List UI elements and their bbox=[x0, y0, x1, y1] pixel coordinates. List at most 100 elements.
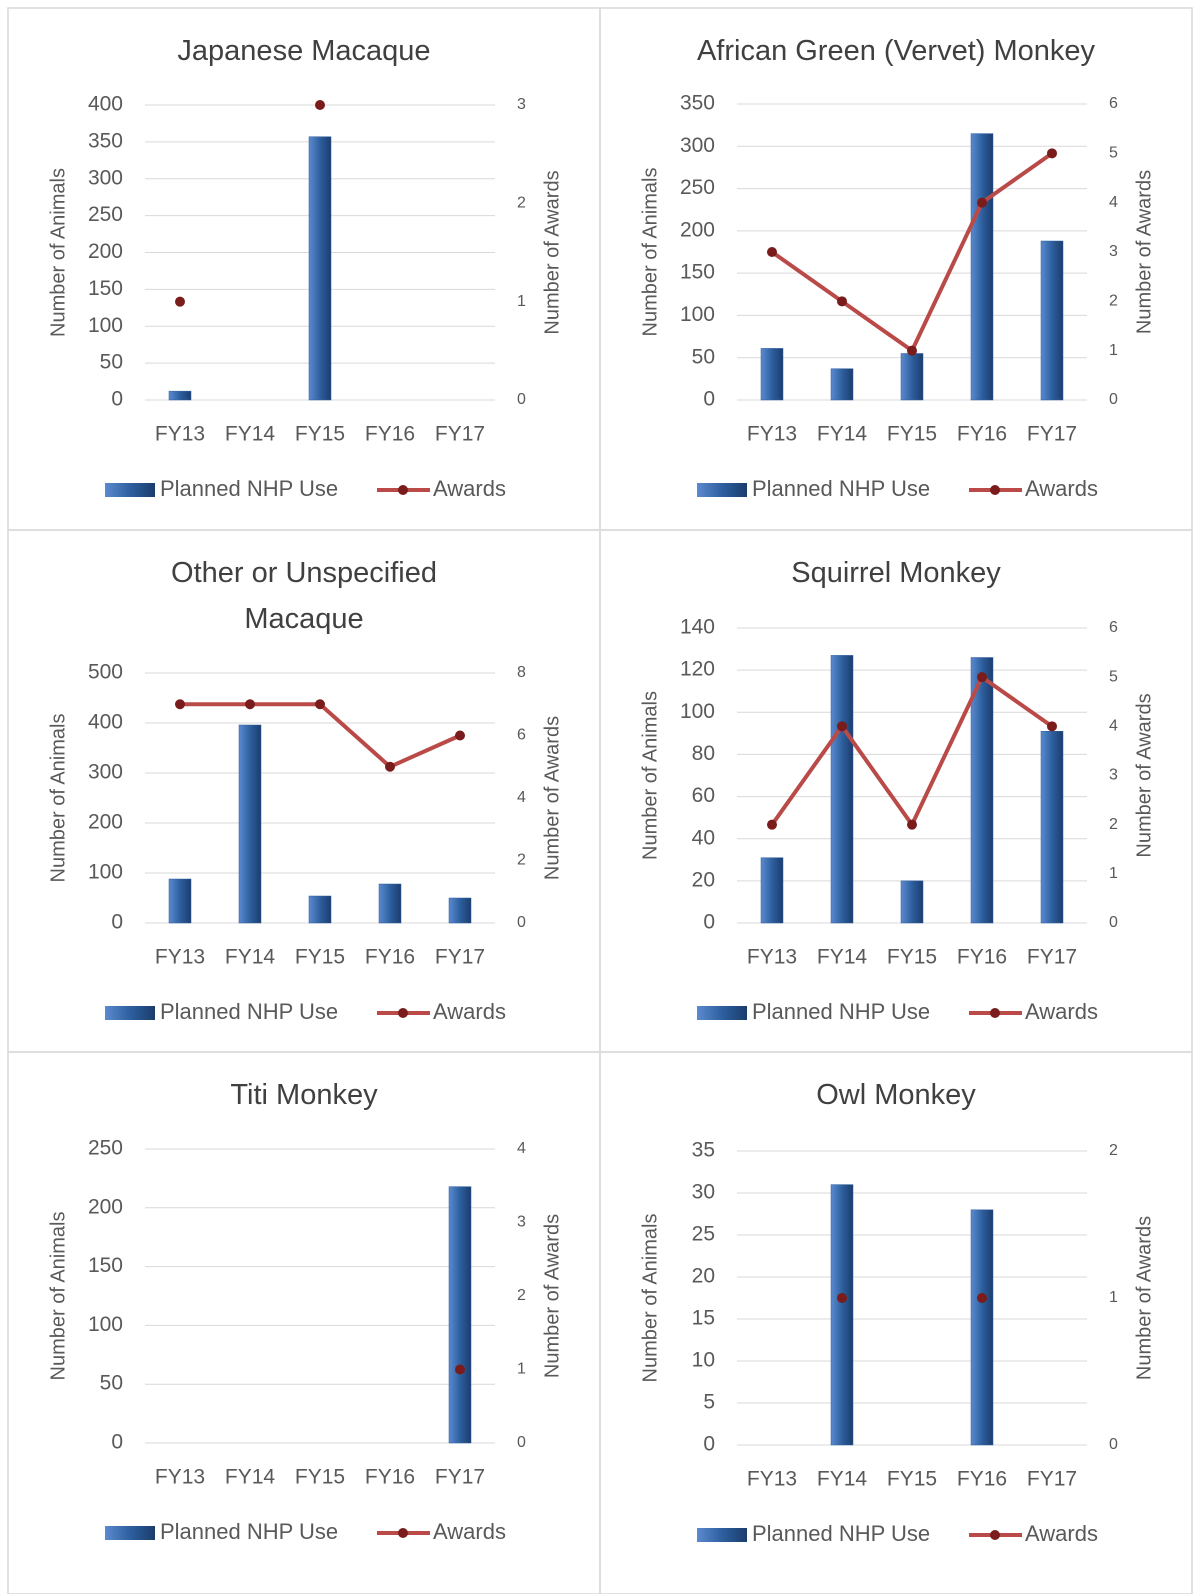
x-tick-label: FY14 bbox=[817, 946, 868, 969]
bar bbox=[970, 133, 994, 401]
bar bbox=[830, 1184, 854, 1446]
y-tick-label: 30 bbox=[692, 1181, 715, 1204]
y2-tick-label: 2 bbox=[517, 195, 526, 212]
legend-label: Planned NHP Use bbox=[752, 999, 930, 1024]
y-tick-label: 0 bbox=[703, 388, 715, 411]
line bbox=[180, 702, 461, 769]
bar bbox=[308, 895, 332, 924]
bar bbox=[448, 1186, 472, 1444]
y-tick-label: 200 bbox=[680, 218, 715, 241]
x-tick-label: FY17 bbox=[435, 946, 485, 969]
y2-tick-label: 0 bbox=[1109, 1436, 1118, 1453]
title-box: Owl Monkey bbox=[816, 1079, 976, 1111]
y-tick-label: 150 bbox=[88, 1254, 123, 1277]
y2-tick-label: 1 bbox=[1109, 865, 1118, 882]
y-tick-label: 400 bbox=[88, 93, 123, 116]
line-marker bbox=[907, 819, 917, 830]
y2-tick-label: 2 bbox=[1109, 816, 1118, 833]
bar bbox=[378, 883, 402, 924]
legend-swatch bbox=[697, 1006, 747, 1020]
y-tick-label: 150 bbox=[88, 277, 123, 300]
chart-title: Japanese Macaque bbox=[177, 35, 431, 67]
legend-label: Awards bbox=[433, 1519, 506, 1544]
bar bbox=[308, 136, 332, 401]
y-tick-label: 40 bbox=[692, 826, 715, 849]
y-tick-label: 350 bbox=[680, 92, 715, 115]
y2-tick-label: 0 bbox=[517, 914, 526, 931]
line-marker bbox=[837, 721, 847, 732]
y2-tick-label: 1 bbox=[517, 1361, 526, 1378]
x-tick-label: FY15 bbox=[887, 946, 937, 969]
y-tick-label: 120 bbox=[680, 658, 715, 681]
chart-panel: African Green (Vervet) Monkey05010015020… bbox=[599, 7, 1193, 531]
bar bbox=[760, 348, 784, 401]
y-tick-label: 140 bbox=[680, 616, 715, 639]
x-tick-label: FY14 bbox=[817, 1468, 868, 1491]
legend-label: Planned NHP Use bbox=[160, 1519, 338, 1544]
y-tick-label: 400 bbox=[88, 711, 123, 734]
legend-swatch bbox=[105, 1526, 155, 1540]
legend-swatch-marker bbox=[398, 485, 408, 495]
x-tick-label: FY16 bbox=[365, 423, 415, 446]
y-tick-label: 250 bbox=[680, 176, 715, 199]
x-tick-label: FY15 bbox=[887, 423, 937, 446]
bar bbox=[830, 368, 854, 401]
y-tick-label: 10 bbox=[692, 1349, 715, 1372]
y2-tick-label: 2 bbox=[1109, 1142, 1118, 1159]
y-tick-label: 100 bbox=[88, 314, 123, 337]
chart-panel: Japanese Macaque 0 50 100 150 200 250 300 350 400… bbox=[7, 7, 601, 531]
y2-tick-label: 1 bbox=[1109, 342, 1118, 359]
line-marker bbox=[767, 819, 777, 830]
bar bbox=[830, 655, 854, 924]
y2-tick-label: 1 bbox=[517, 293, 526, 310]
x-tick-label: FY16 bbox=[957, 946, 1007, 969]
y2-tick-label: 0 bbox=[517, 1434, 526, 1451]
x-tick-label: FY16 bbox=[365, 1466, 415, 1489]
y-tick-label: 150 bbox=[680, 261, 715, 284]
line-marker bbox=[977, 197, 987, 208]
x-tick-label: FY17 bbox=[1027, 946, 1077, 969]
bar bbox=[1040, 731, 1064, 924]
legend-label: Planned NHP Use bbox=[160, 476, 338, 501]
y2-axis-title: Number of Awards bbox=[1133, 170, 1155, 334]
line-marker bbox=[175, 296, 185, 307]
line-marker bbox=[455, 730, 465, 741]
x-tick-label: FY17 bbox=[1027, 423, 1077, 446]
bar bbox=[970, 1209, 994, 1446]
y2-tick-label: 2 bbox=[1109, 293, 1118, 310]
y-tick-label: 20 bbox=[692, 1265, 715, 1288]
title-box: Other or Unspecified Macaque bbox=[171, 557, 437, 635]
y2-tick-label: 2 bbox=[517, 1287, 526, 1304]
title-box: Japanese Macaque bbox=[177, 35, 431, 67]
y2-tick-label: 3 bbox=[1109, 767, 1118, 784]
y-tick-label: 0 bbox=[703, 911, 715, 934]
y-tick-label: 0 bbox=[703, 1433, 715, 1456]
line-marker bbox=[767, 247, 777, 257]
title-box: African Green (Vervet) Monkey bbox=[696, 35, 1096, 67]
x-tick-label: FY14 bbox=[817, 423, 868, 446]
x-tick-label: FY17 bbox=[1027, 1468, 1077, 1491]
y-tick-label: 50 bbox=[692, 345, 715, 368]
bar bbox=[900, 353, 924, 401]
legend-swatch bbox=[105, 483, 155, 497]
y-tick-label: 350 bbox=[88, 129, 123, 152]
legend-label: Awards bbox=[1025, 999, 1098, 1024]
x-tick-label: FY16 bbox=[957, 1468, 1007, 1491]
y-tick-label: 80 bbox=[692, 742, 715, 765]
legend-swatch-marker bbox=[398, 1008, 408, 1018]
line-marker bbox=[245, 699, 255, 710]
y-tick-label: 50 bbox=[100, 351, 123, 374]
x-tick-label: FY13 bbox=[155, 946, 205, 969]
chart-title: African Green (Vervet) Monkey bbox=[696, 35, 1096, 67]
x-tick-label: FY14 bbox=[225, 1466, 276, 1489]
y2-axis-title: Number of Awards bbox=[1133, 1216, 1155, 1380]
y-tick-label: 100 bbox=[88, 1313, 123, 1336]
x-tick-label: FY13 bbox=[155, 423, 205, 446]
y2-tick-label: 3 bbox=[517, 96, 526, 113]
y-tick-label: 0 bbox=[111, 911, 123, 934]
line-marker bbox=[175, 699, 185, 710]
y2-tick-label: 6 bbox=[1109, 619, 1118, 636]
legend-label: Awards bbox=[433, 999, 506, 1024]
legend-label: Planned NHP Use bbox=[752, 476, 930, 501]
